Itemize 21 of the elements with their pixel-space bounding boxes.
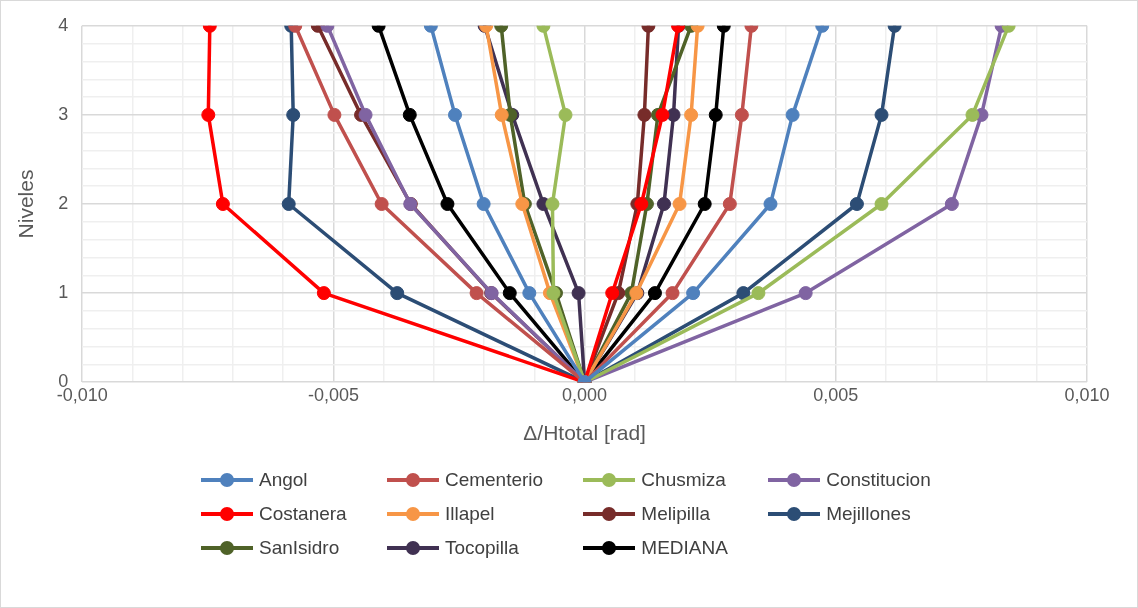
y-axis-title: Niveles <box>14 169 38 239</box>
x-axis-title: Δ/Htotal [rad] <box>523 421 646 445</box>
legend-label: Melipilla <box>641 503 710 525</box>
legend-label: Angol <box>259 469 308 491</box>
legend-label: MEDIANA <box>641 537 728 559</box>
legend-label: Tocopilla <box>444 537 519 559</box>
legend-label: SanIsidro <box>259 537 340 559</box>
x-tick-label: -0,005 <box>307 384 359 405</box>
legend-label: Costanera <box>259 503 347 525</box>
legend-label: Cementerio <box>444 469 544 491</box>
y-tick-label: 3 <box>58 103 69 124</box>
legend-label: Constitucion <box>826 469 931 491</box>
x-tick-label: 0,005 <box>813 384 859 405</box>
legend-label: Illapel <box>444 503 495 525</box>
y-tick-label: 4 <box>58 14 69 35</box>
y-tick-label: 2 <box>58 192 69 213</box>
x-tick-label: 0,010 <box>1064 384 1110 405</box>
y-tick-label: 1 <box>58 282 69 303</box>
legend-label: Chusmiza <box>641 469 726 491</box>
legend-label: Mejillones <box>826 503 911 525</box>
x-tick-label: 0,000 <box>562 384 608 405</box>
